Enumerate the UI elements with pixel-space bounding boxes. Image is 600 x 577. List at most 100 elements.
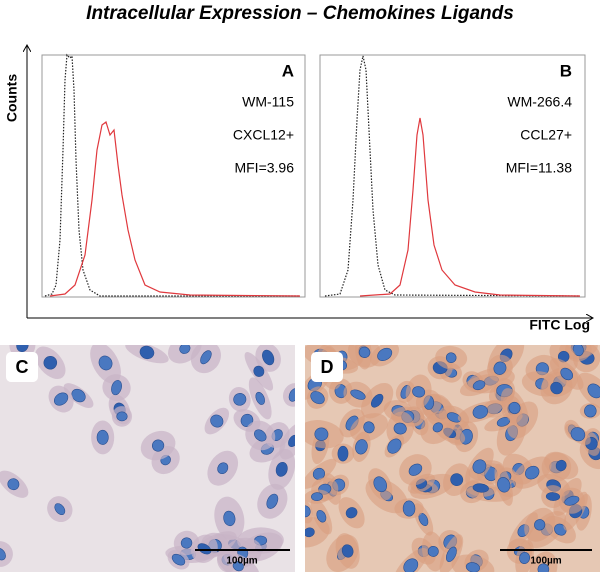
nucleus (210, 414, 224, 428)
nucleus (275, 461, 288, 477)
nucleus (465, 562, 480, 572)
nucleus (432, 422, 443, 433)
panel-label: C (16, 357, 29, 377)
cell-line: WM-115 (242, 94, 294, 110)
nucleus (180, 537, 193, 549)
nucleus (43, 355, 58, 370)
nucleus (497, 477, 511, 493)
nucleus (412, 386, 426, 398)
nucleus (570, 427, 586, 442)
nucleus (316, 509, 327, 523)
nucleus (358, 346, 371, 358)
nucleus (311, 492, 323, 502)
nucleus (445, 352, 457, 364)
panel-label: D (321, 357, 334, 377)
nucleus (537, 563, 550, 572)
nucleus (116, 411, 128, 422)
nucleus (584, 404, 597, 418)
histogram-frame (41, 54, 306, 298)
nucleus (262, 349, 275, 366)
nucleus (0, 547, 6, 561)
nucleus (446, 546, 457, 563)
nucleus (71, 388, 86, 403)
nucleus (587, 383, 600, 399)
nucleus (139, 345, 155, 360)
nucleus (305, 527, 315, 538)
nucleus (98, 355, 113, 371)
nucleus (377, 347, 393, 361)
marker: CCL27+ (520, 127, 572, 143)
nucleus (111, 379, 122, 396)
stained-curve (359, 117, 581, 297)
nucleus (472, 483, 489, 493)
y-axis-label: Counts (4, 74, 20, 122)
nucleus (217, 462, 229, 475)
nucleus (96, 429, 109, 445)
scale-bar-label: 100µm (226, 556, 257, 567)
nucleus (370, 393, 384, 408)
nucleus (54, 503, 66, 516)
micrograph (305, 345, 600, 572)
nucleus (253, 365, 265, 377)
nucleus (341, 544, 354, 558)
nucleus (450, 473, 464, 487)
nucleus (363, 421, 375, 434)
mfi: MFI=11.38 (506, 160, 572, 176)
marker: CXCL12+ (233, 127, 294, 143)
nucleus (545, 492, 561, 501)
panel-label: B (560, 61, 572, 80)
label-box (6, 352, 38, 382)
label-box (311, 352, 343, 382)
nucleus (310, 391, 325, 405)
micrograph (0, 345, 295, 572)
cells (305, 345, 600, 572)
nucleus (525, 465, 540, 480)
nucleus (555, 459, 567, 472)
panel-label: A (282, 61, 294, 80)
nucleus (508, 401, 521, 415)
nucleus (345, 507, 358, 519)
control-curve (324, 55, 581, 297)
stained-curve (49, 121, 301, 297)
nucleus (387, 438, 402, 454)
figure-title: Intracellular Expression – Chemokines Li… (86, 3, 514, 24)
nucleus (355, 439, 368, 455)
nucleus (255, 391, 265, 405)
nucleus (560, 367, 574, 381)
nucleus (288, 388, 295, 402)
nucleus (393, 422, 407, 435)
control-curve (44, 53, 300, 297)
nucleus (493, 361, 507, 375)
nucleus (266, 493, 279, 509)
nucleus (179, 345, 191, 354)
nucleus (564, 495, 580, 506)
cells (0, 345, 295, 572)
nucleus (200, 350, 212, 365)
nucleus (314, 427, 329, 441)
nucleus (373, 476, 388, 493)
nucleus (305, 505, 311, 518)
nucleus (7, 478, 20, 491)
scale-bar-label: 100µm (530, 556, 561, 567)
nucleus (197, 543, 212, 555)
nucleus (402, 500, 416, 517)
nucleus (337, 445, 349, 462)
nucleus (288, 434, 295, 447)
nucleus (233, 393, 247, 406)
nucleus (350, 389, 366, 400)
x-axis-label: FITC Log (529, 317, 590, 333)
nucleus (232, 561, 244, 572)
nucleus (171, 553, 186, 566)
nucleus (151, 439, 165, 452)
nucleus (53, 392, 69, 406)
nucleus (16, 345, 29, 353)
nucleus (472, 405, 488, 419)
nucleus (472, 380, 486, 391)
cell-line: WM-266.4 (507, 94, 572, 110)
nucleus (550, 381, 563, 395)
mfi: MFI=3.96 (234, 160, 294, 176)
nucleus (472, 459, 487, 474)
nucleus (254, 429, 267, 442)
histogram-frame (319, 54, 586, 298)
